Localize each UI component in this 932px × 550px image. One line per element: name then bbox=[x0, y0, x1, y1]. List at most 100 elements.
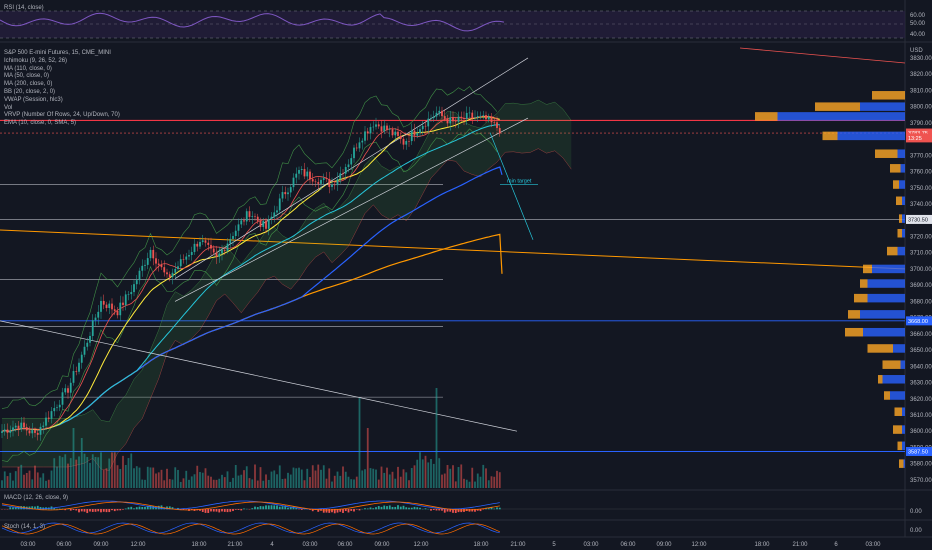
volume-bar bbox=[1, 480, 3, 488]
volume-bar bbox=[163, 480, 166, 488]
macd-histogram-bar bbox=[350, 509, 353, 511]
candle bbox=[188, 255, 190, 257]
legend-item[interactable]: MA (200, close, 0) bbox=[4, 81, 53, 88]
candle bbox=[182, 259, 185, 260]
legend-item[interactable]: BB (20, close, 2, 0) bbox=[4, 88, 56, 95]
candle bbox=[34, 430, 36, 433]
candle bbox=[399, 135, 402, 139]
legend-item[interactable]: EMA (10, close, 0, SMA, 5) bbox=[4, 120, 77, 127]
price-tick-label: 3600.00 bbox=[910, 429, 932, 435]
candle bbox=[243, 220, 245, 222]
volume-bar bbox=[364, 469, 366, 488]
legend-item[interactable]: MA (50, close, 0) bbox=[4, 73, 50, 80]
candle bbox=[234, 230, 237, 237]
candle bbox=[245, 211, 248, 222]
macd-histogram-bar bbox=[127, 507, 130, 510]
candle bbox=[108, 303, 111, 309]
macd-histogram-bar bbox=[408, 507, 410, 510]
price-badge bbox=[906, 128, 932, 138]
volume-bar bbox=[317, 464, 320, 488]
volume-bar bbox=[311, 465, 314, 488]
candle bbox=[237, 224, 240, 231]
macd-histogram-bar bbox=[240, 509, 243, 511]
price-tick-label: 3810.00 bbox=[910, 88, 932, 94]
candle bbox=[298, 170, 300, 174]
volume-bar bbox=[36, 472, 39, 488]
candle bbox=[421, 125, 424, 130]
vrvp-row-down bbox=[755, 112, 778, 121]
legend-item[interactable]: MA (110, close, 0) bbox=[4, 65, 52, 72]
candle bbox=[413, 130, 416, 136]
macd-histogram-bar bbox=[402, 505, 405, 510]
volume-bar bbox=[267, 479, 270, 488]
price-tick-label: 3570.00 bbox=[910, 478, 932, 484]
volume-bar bbox=[168, 479, 171, 488]
candle bbox=[457, 116, 460, 122]
price-badge bbox=[906, 446, 932, 456]
candle bbox=[325, 178, 328, 180]
candle bbox=[160, 264, 163, 268]
macd-histogram-bar bbox=[171, 507, 174, 510]
macd-histogram-bar bbox=[405, 507, 408, 510]
volume-bar bbox=[292, 467, 295, 488]
macd-histogram-bar bbox=[53, 507, 56, 510]
legend-item[interactable]: VRVP (Number Of Rows, 24, Up/Down, 70) bbox=[4, 112, 120, 119]
candle bbox=[259, 220, 262, 227]
volume-bar bbox=[9, 472, 12, 488]
macd-histogram-bar bbox=[496, 507, 498, 510]
candle bbox=[199, 241, 201, 247]
rsi-band bbox=[0, 11, 905, 38]
macd-histogram-bar bbox=[493, 508, 496, 510]
volume-bar bbox=[122, 455, 124, 488]
candle bbox=[64, 388, 67, 393]
macd-tick-label: 0.00 bbox=[910, 509, 922, 515]
volume-bar bbox=[58, 455, 61, 488]
legend-item[interactable]: S&P 500 E-mini Futures, 15, CME_MINI bbox=[4, 50, 111, 56]
candle bbox=[53, 408, 56, 412]
candle bbox=[328, 179, 331, 187]
macd-histogram-bar bbox=[446, 509, 449, 512]
candle bbox=[405, 141, 408, 145]
volume-bar bbox=[449, 468, 452, 488]
candle bbox=[105, 304, 108, 309]
candle bbox=[300, 169, 303, 171]
candle bbox=[443, 116, 446, 119]
macd-histogram-bar bbox=[86, 509, 89, 514]
legend-item[interactable]: Ichimoku (9, 26, 52, 26) bbox=[4, 57, 68, 64]
legend-item[interactable]: VWAP (Session, hlc3) bbox=[4, 96, 63, 103]
volume-bar bbox=[133, 468, 135, 488]
volume-bar bbox=[388, 474, 391, 488]
macd-histogram-bar bbox=[325, 509, 328, 513]
time-tick-label: 03:00 bbox=[20, 542, 36, 548]
macd-histogram-bar bbox=[119, 509, 122, 511]
candle bbox=[94, 317, 97, 321]
candle bbox=[303, 169, 306, 177]
candle bbox=[210, 244, 212, 249]
candle bbox=[427, 118, 430, 127]
macd-histogram-bar bbox=[91, 509, 94, 512]
volume-bar bbox=[336, 471, 339, 488]
macd-histogram-bar bbox=[259, 506, 262, 510]
main-legend: S&P 500 E-mini Futures, 15, CME_MINI Ichi… bbox=[4, 50, 120, 128]
macd-histogram-bar bbox=[199, 509, 201, 511]
candle bbox=[452, 117, 454, 122]
volume-bar bbox=[289, 474, 292, 488]
candle bbox=[144, 264, 146, 266]
volume-bar bbox=[97, 457, 100, 488]
volume-bar bbox=[402, 469, 405, 488]
volume-bar bbox=[366, 428, 369, 488]
candle bbox=[28, 430, 31, 434]
candle bbox=[402, 138, 405, 145]
time-tick-label: 18:00 bbox=[191, 542, 207, 548]
legend-item[interactable]: Vol bbox=[4, 104, 13, 111]
macd-histogram-bar bbox=[454, 509, 457, 514]
volume-bar bbox=[314, 470, 317, 488]
candle bbox=[372, 126, 375, 128]
macd-histogram-bar bbox=[333, 509, 336, 514]
candle bbox=[388, 129, 391, 130]
volume-bar bbox=[240, 474, 243, 488]
macd-histogram-bar bbox=[89, 509, 91, 512]
vrvp-row-up bbox=[867, 279, 905, 288]
macd-histogram-bar bbox=[166, 506, 168, 510]
